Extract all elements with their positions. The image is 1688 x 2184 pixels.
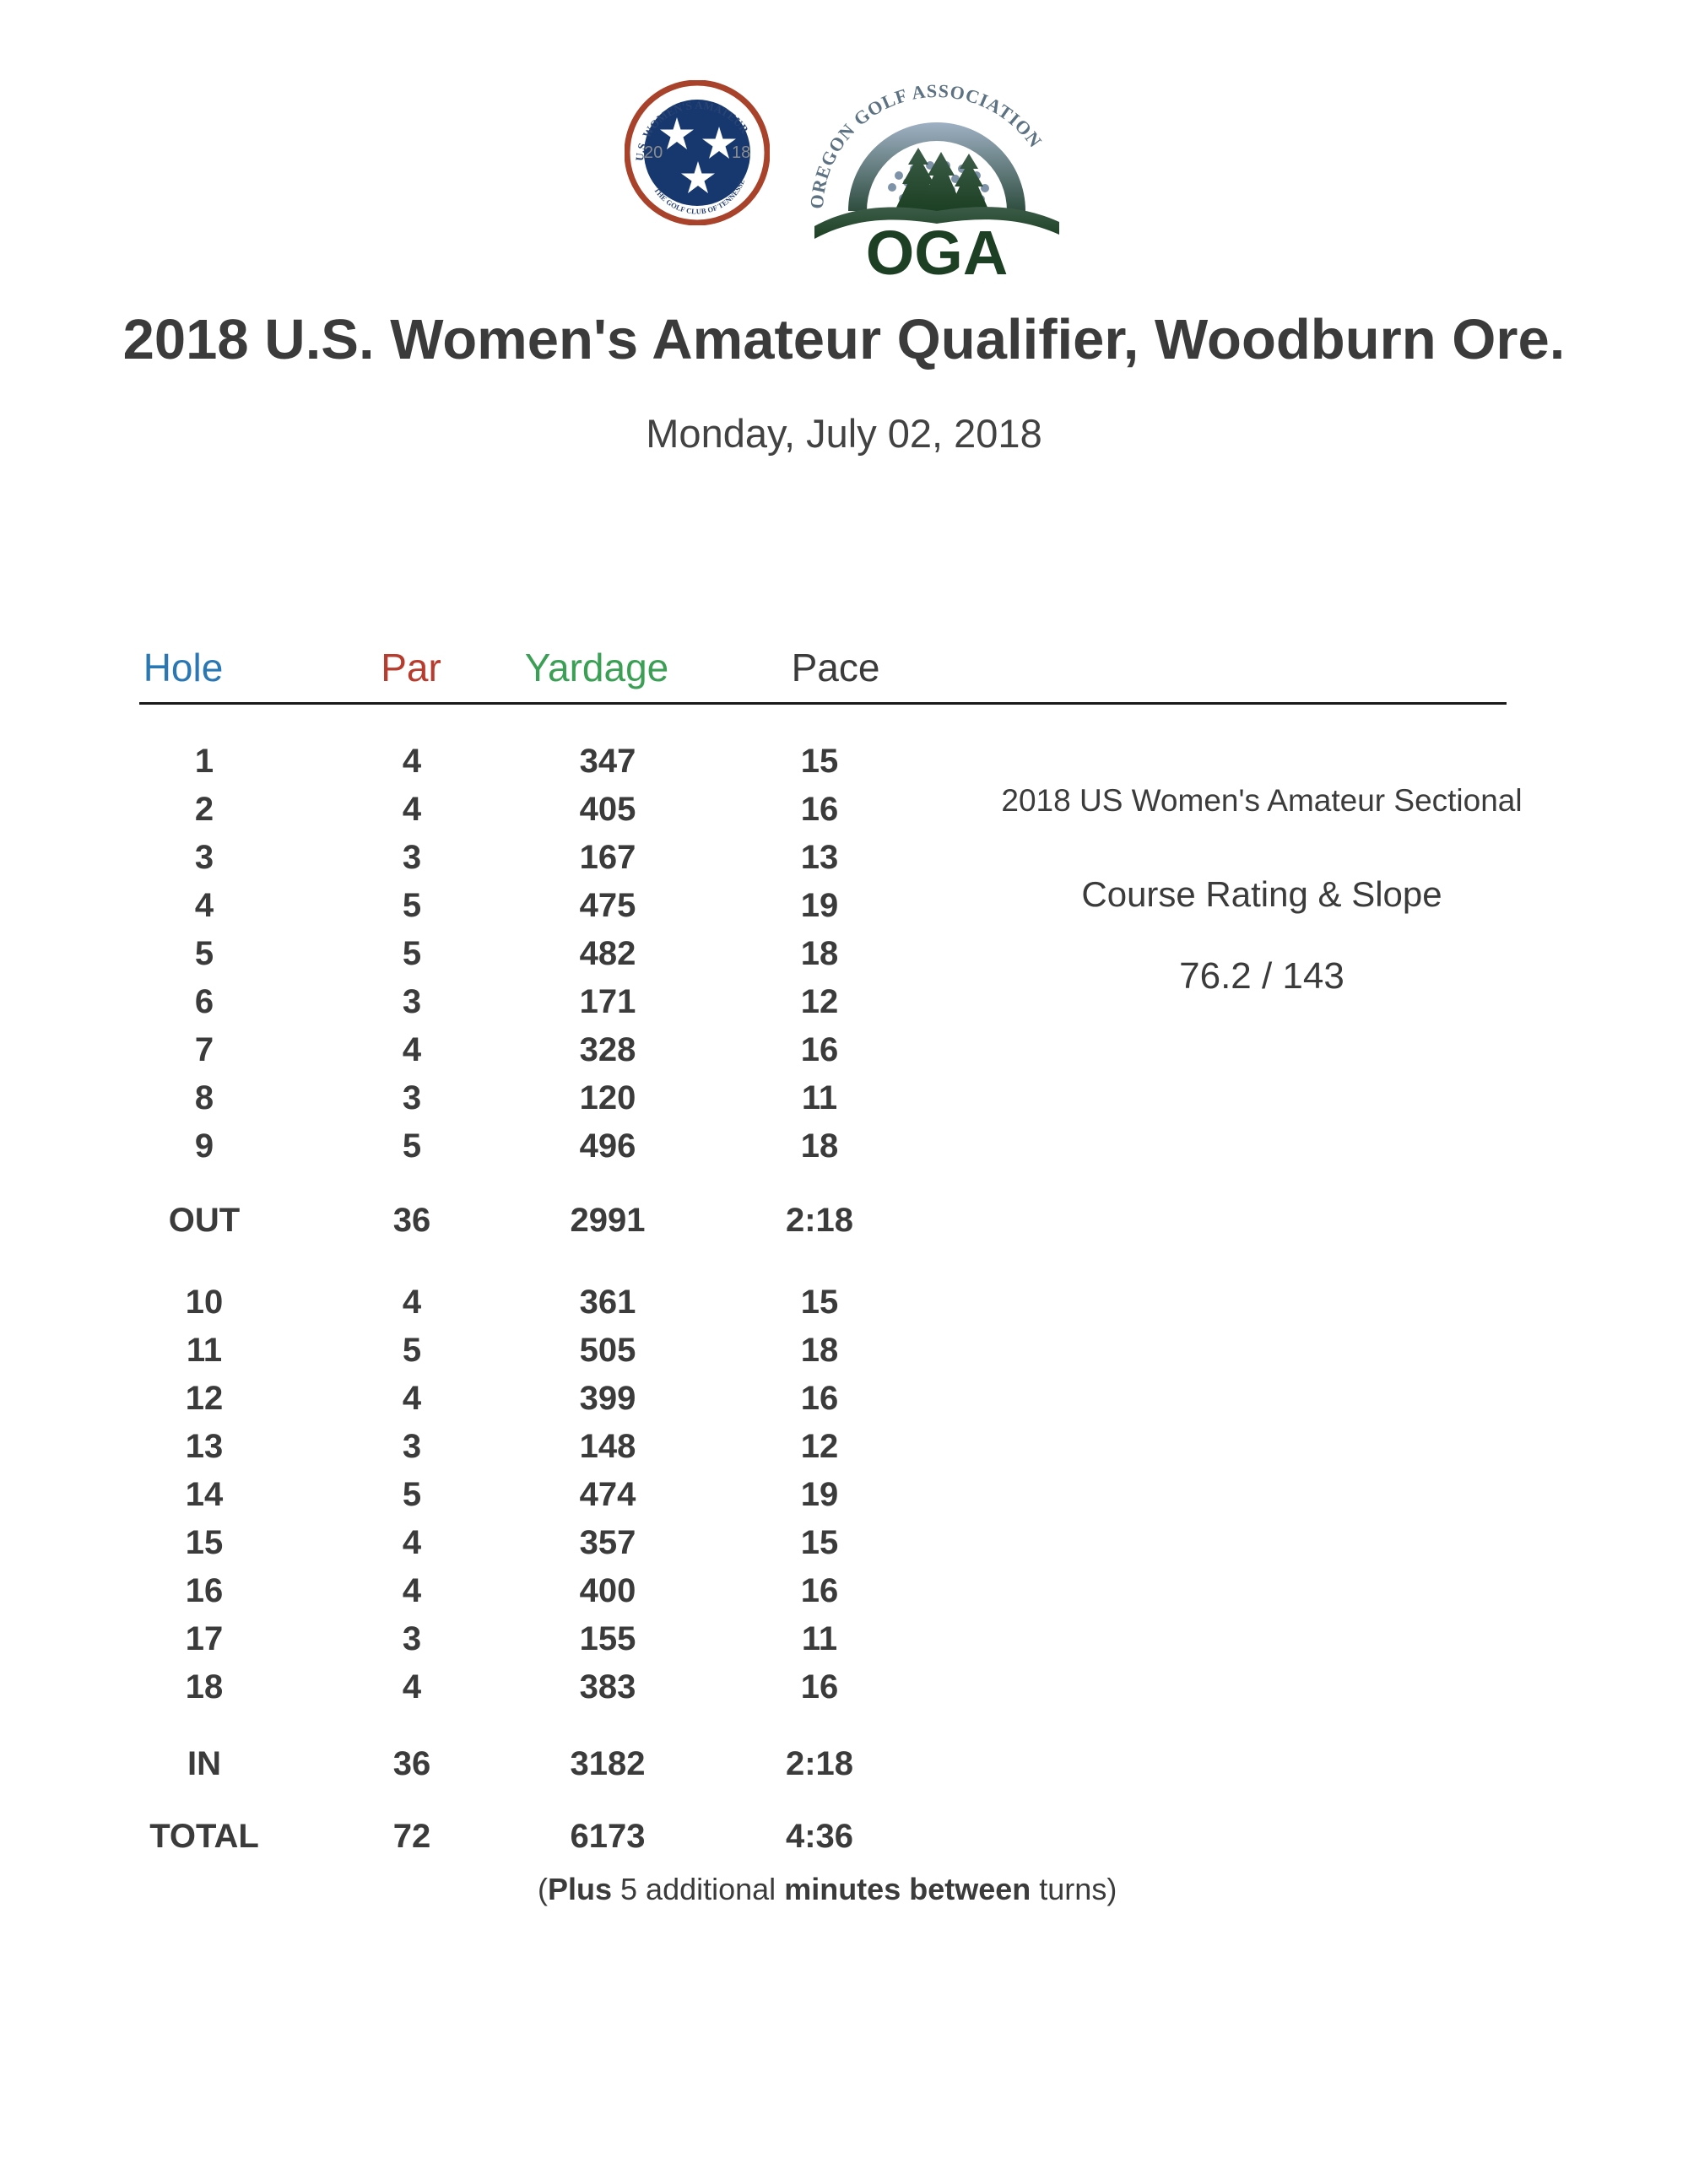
svg-text:OGA: OGA bbox=[866, 218, 1009, 288]
svg-text:20: 20 bbox=[644, 143, 663, 162]
svg-text:18: 18 bbox=[732, 143, 750, 162]
